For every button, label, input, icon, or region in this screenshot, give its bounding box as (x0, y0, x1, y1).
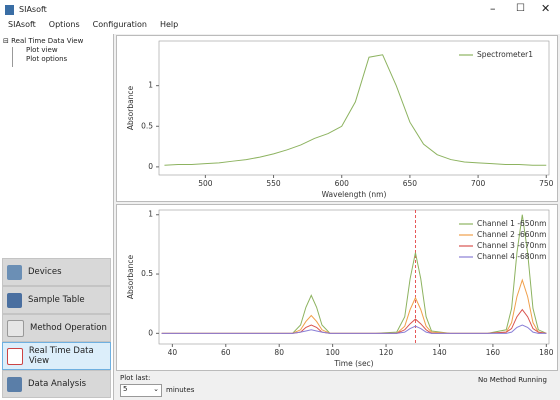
tree-item[interactable]: Plot options (26, 55, 68, 63)
nav-button[interactable]: Sample Table (2, 286, 111, 314)
side-panel: ⊟ Real Time Data View Plot view Plot opt… (0, 34, 114, 400)
x-tick-label: 160 (486, 348, 501, 357)
legend-label: Channel 2 -660nm (477, 230, 546, 239)
x-tick-label: 700 (471, 179, 486, 188)
tree-root[interactable]: ⊟ Real Time Data View (3, 37, 84, 45)
nav-label: Sample Table (28, 295, 85, 305)
tree-root-label: Real Time Data View (11, 37, 84, 45)
legend-label: Spectrometer1 (477, 50, 533, 59)
x-tick-label: 120 (379, 348, 394, 357)
nav-icon (7, 376, 22, 392)
menu-item[interactable]: Configuration (92, 20, 147, 29)
y-axis-title: Absorbance (126, 254, 135, 299)
plot-last-select[interactable]: 5 ⌄ (120, 384, 162, 397)
y-tick-label: 0 (148, 328, 153, 337)
series-line (161, 308, 547, 334)
menu-bar: SIAsoft Options Configuration Help (0, 20, 560, 33)
plot-last-label: Plot last: (120, 374, 151, 382)
chart: 500 550 600 650 700 750 0 0.5 1 Wavelength (nm) Ab… (116, 35, 558, 202)
unit-label: minutes (166, 386, 195, 394)
maximize-button[interactable]: ☐ (516, 3, 525, 14)
nav-button[interactable]: Data Analysis (2, 370, 111, 398)
plot-area (158, 209, 550, 345)
legend-label: Channel 4 -680nm (477, 252, 546, 261)
x-tick-label: 80 (274, 348, 284, 357)
chart: 40 60 80 100 120 140 160 180 0 0.5 1 Time (sec) Abso… (116, 204, 558, 371)
plot-last-value: 5 (123, 385, 128, 393)
x-tick-label: 100 (325, 348, 340, 357)
legend-label: Channel 1 -650nm (477, 219, 546, 228)
x-tick-label: 600 (335, 179, 350, 188)
tree-item[interactable]: Plot view (26, 46, 58, 54)
y-tick-label: 1 (148, 210, 153, 219)
x-tick-label: 40 (168, 348, 178, 357)
window-title: SIAsoft (19, 5, 47, 14)
y-axis-title: Absorbance (126, 85, 135, 130)
nav-icon (7, 292, 22, 308)
status-text: No Method Running (478, 376, 547, 384)
series-line (161, 324, 547, 334)
legend-label: Channel 3 -670nm (477, 241, 546, 250)
nav-icon (7, 319, 24, 337)
series-line (164, 54, 547, 166)
y-tick-label: 1 (148, 81, 153, 90)
x-axis-title: Wavelength (nm) (322, 190, 387, 199)
nav-label: Method Operation (30, 323, 107, 333)
y-tick-label: 0.5 (141, 269, 153, 278)
x-tick-label: 60 (221, 348, 231, 357)
x-tick-label: 650 (403, 179, 418, 188)
x-tick-label: 140 (432, 348, 447, 357)
series-line (161, 278, 547, 334)
title-bar: SIAsoft – ☐ ✕ (0, 0, 560, 20)
menu-item[interactable]: Options (48, 20, 80, 29)
nav-label: Data Analysis (28, 379, 87, 389)
menu-item[interactable]: Help (159, 20, 179, 29)
nav-label: Real Time Data View (28, 346, 94, 366)
x-tick-label: 750 (539, 179, 554, 188)
app-icon (5, 5, 14, 15)
y-tick-label: 0 (148, 162, 153, 171)
x-tick-label: 180 (539, 348, 554, 357)
nav-button[interactable]: Real Time Data View (2, 342, 111, 370)
nav-button[interactable]: Method Operation (2, 314, 111, 342)
x-tick-label: 550 (266, 179, 281, 188)
plot-area (158, 40, 550, 176)
series-line (161, 214, 547, 334)
x-tick-label: 500 (198, 179, 213, 188)
tree-line (12, 47, 13, 67)
main-panel: 500 550 600 650 700 750 0 0.5 1 Wavelength (nm) Ab… (114, 34, 560, 400)
nav-label: Devices (28, 267, 62, 277)
minimize-button[interactable]: – (490, 2, 496, 15)
nav-button[interactable]: Devices (2, 258, 111, 286)
nav-icon (7, 264, 22, 280)
close-button[interactable]: ✕ (541, 2, 551, 15)
y-tick-label: 0.5 (141, 121, 153, 130)
nav-icon (7, 347, 23, 365)
menu-item[interactable]: SIAsoft (8, 20, 36, 29)
x-axis-title: Time (sec) (333, 359, 373, 368)
